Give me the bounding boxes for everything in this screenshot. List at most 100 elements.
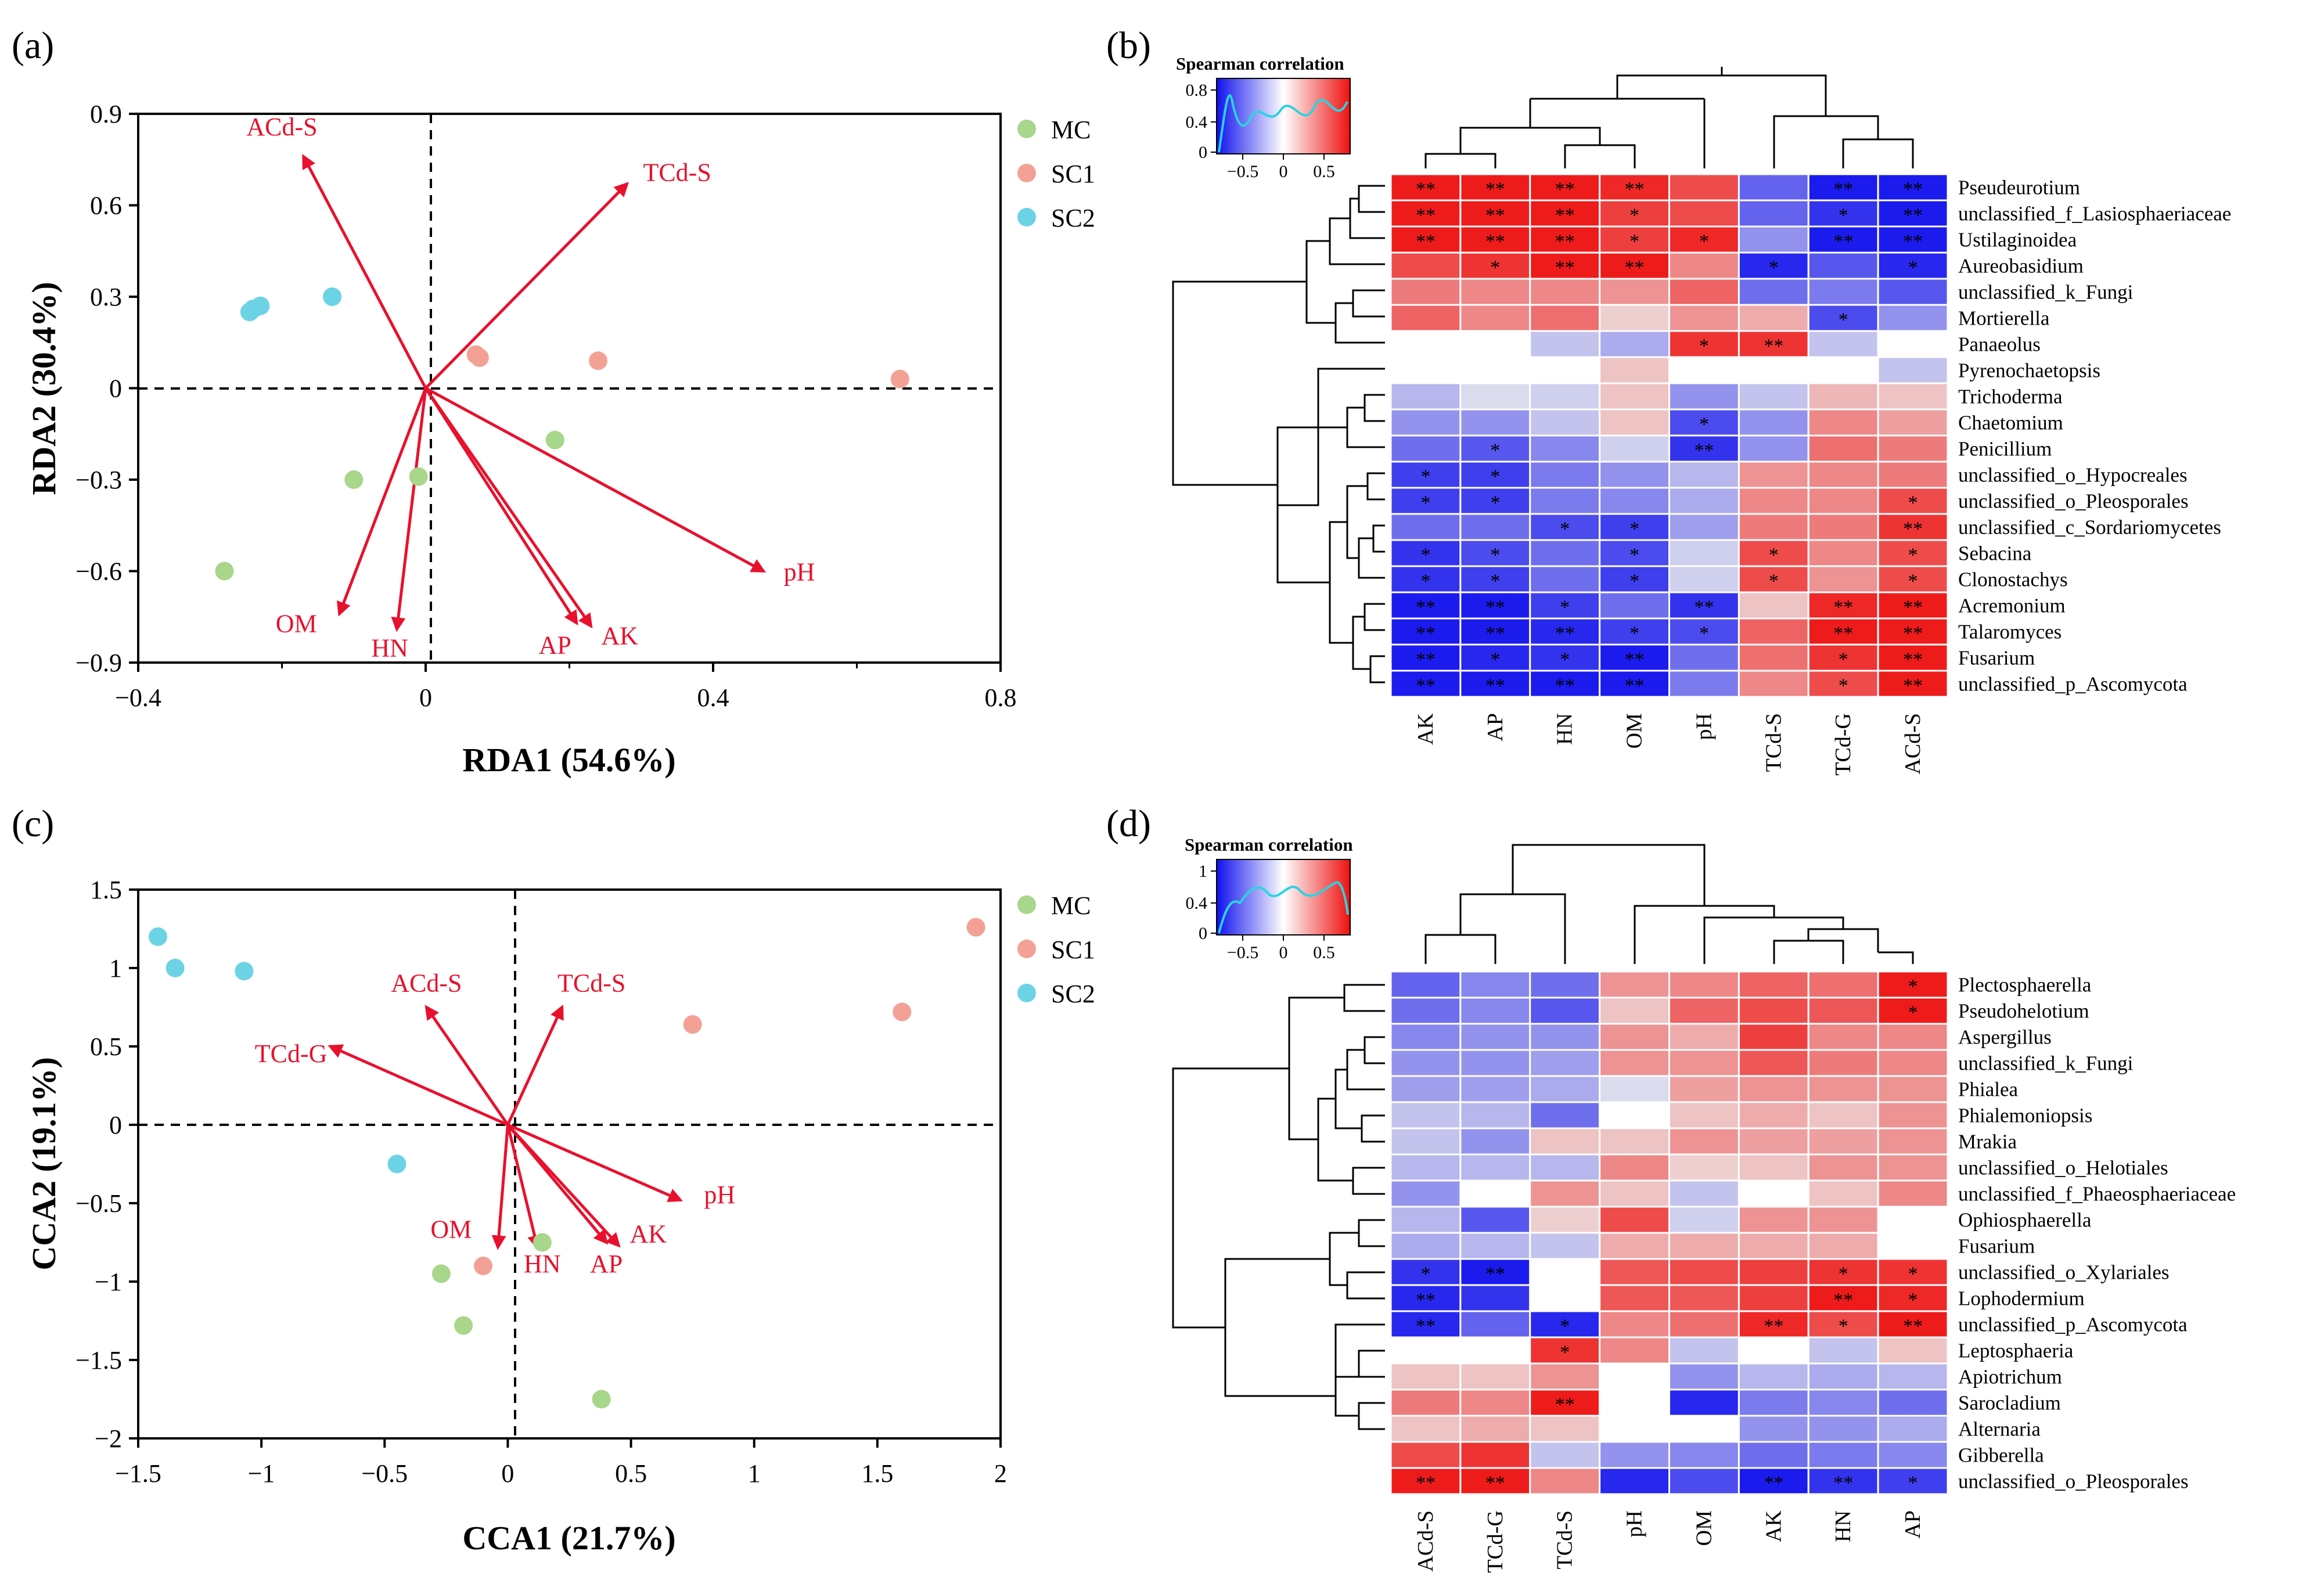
dendrogram-branch bbox=[1358, 185, 1385, 213]
row-label: unclassified_o_Hypocreales bbox=[1958, 464, 2188, 487]
dendrogram-branch bbox=[1329, 1232, 1359, 1286]
heatmap-cell bbox=[1599, 1153, 1670, 1182]
heatmap-cell bbox=[1599, 487, 1670, 515]
heatmap-cell bbox=[1877, 1362, 1949, 1391]
significance-marker: ** bbox=[1625, 675, 1645, 697]
heatmap-cell bbox=[1807, 1415, 1879, 1443]
scale-y-tick-label: 1 bbox=[1199, 862, 1207, 881]
dendrogram-branch bbox=[1773, 115, 1879, 168]
legend: MC SC1 SC2 bbox=[1017, 891, 1095, 1008]
significance-marker: ** bbox=[1416, 179, 1436, 200]
heatmap-cell bbox=[1737, 278, 1809, 306]
heatmap-cell bbox=[1737, 460, 1809, 489]
heatmap-cell bbox=[1737, 1049, 1809, 1077]
heatmap-cell bbox=[1877, 225, 1949, 254]
legend-marker-sc1 bbox=[1017, 940, 1036, 958]
heatmap-cell bbox=[1529, 1023, 1601, 1051]
heatmap-cell bbox=[1807, 1232, 1879, 1260]
row-label: unclassified_k_Fungi bbox=[1958, 1052, 2134, 1075]
row-label: Trichoderma bbox=[1958, 386, 2063, 408]
heatmap-cell bbox=[1737, 513, 1809, 541]
heatmap-cell bbox=[1668, 173, 1740, 202]
x-tick-label: −0.5 bbox=[361, 1459, 408, 1488]
y-tick-label: −0.3 bbox=[75, 466, 122, 494]
y-axis-ticks: −2 −1.5 −1 −0.5 0 0.5 1 1.5 bbox=[75, 876, 138, 1453]
heatmap-cell bbox=[1737, 1101, 1809, 1129]
heatmap-cell bbox=[1877, 617, 1949, 646]
heatmap-cell bbox=[1390, 330, 1462, 358]
significance-marker: * bbox=[1908, 1002, 1918, 1024]
column-label: OM bbox=[1692, 1510, 1716, 1546]
arrow-label-ap: AP bbox=[539, 631, 571, 659]
heatmap-cell bbox=[1390, 1127, 1462, 1156]
biplot-arrow-ap bbox=[506, 1124, 609, 1245]
dendrogram-branch bbox=[1278, 368, 1385, 506]
column-dendrogram bbox=[1424, 844, 1914, 964]
arrow-label-ap: AP bbox=[590, 1250, 623, 1278]
point-sc1 bbox=[589, 351, 607, 370]
significance-marker: ** bbox=[1555, 231, 1575, 253]
color-scale-y-ticks: 10.40 bbox=[1186, 862, 1217, 943]
dendrogram-branch bbox=[1364, 394, 1385, 422]
column-label: ACd-S bbox=[1413, 1510, 1438, 1572]
heatmap-cell bbox=[1529, 1232, 1601, 1260]
heatmap-cell bbox=[1877, 199, 1949, 228]
row-label: unclassified_o_Pleosporales bbox=[1958, 1470, 2189, 1493]
heatmap-cell bbox=[1390, 565, 1462, 593]
heatmap-cell bbox=[1737, 382, 1809, 411]
heatmap-cell bbox=[1877, 1153, 1949, 1182]
row-label: unclassified_c_Sordariomycetes bbox=[1958, 516, 2221, 539]
significance-marker: ** bbox=[1555, 257, 1575, 279]
biplot-arrow-ak bbox=[424, 387, 593, 629]
plot-frame bbox=[137, 888, 1002, 1440]
heatmap-cell bbox=[1737, 643, 1809, 672]
biplot-arrow-hn bbox=[391, 388, 427, 632]
heatmap-cell bbox=[1529, 1467, 1601, 1495]
significance-marker: ** bbox=[1833, 179, 1853, 200]
significance-marker: ** bbox=[1555, 205, 1575, 226]
arrow-label-ph: pH bbox=[704, 1181, 735, 1209]
point-sc1 bbox=[470, 348, 489, 367]
column-label: ACd-S bbox=[1901, 713, 1925, 775]
scale-y-tick-label: 0.4 bbox=[1186, 894, 1208, 913]
heatmap-cell bbox=[1737, 539, 1809, 567]
dendrogram-branch bbox=[1334, 1377, 1359, 1417]
x-tick-label: −1.5 bbox=[115, 1459, 161, 1488]
heatmap-cell bbox=[1529, 382, 1601, 411]
heatmap-cell bbox=[1668, 617, 1740, 646]
column-label: OM bbox=[1623, 713, 1647, 749]
point-mc bbox=[545, 430, 564, 449]
heatmap-cell bbox=[1877, 173, 1949, 202]
heatmap-cell bbox=[1599, 460, 1670, 489]
y-tick-label: −0.5 bbox=[75, 1189, 122, 1218]
heatmap-cell bbox=[1529, 996, 1601, 1025]
heatmap-cell bbox=[1877, 278, 1949, 306]
heatmap-cell bbox=[1459, 1258, 1531, 1286]
heatmap-cell bbox=[1599, 199, 1670, 228]
row-label: Fusarium bbox=[1958, 1235, 2035, 1258]
heatmap-cell bbox=[1599, 617, 1670, 646]
arrow-label-hn: HN bbox=[524, 1250, 561, 1278]
point-sc1 bbox=[893, 1002, 912, 1021]
heatmap-cell bbox=[1807, 1206, 1879, 1234]
heatmap-cell bbox=[1459, 513, 1531, 541]
heatmap-cell bbox=[1877, 356, 1949, 384]
column-labels: ACd-S TCd-G TCd-S pH OM AK HN AP bbox=[1413, 1510, 1925, 1573]
y-tick-label: 0 bbox=[109, 1111, 122, 1139]
heatmap-cell bbox=[1737, 434, 1809, 463]
point-mc bbox=[533, 1233, 552, 1252]
significance-marker: * bbox=[1420, 571, 1430, 592]
y-tick-label: 0.3 bbox=[90, 283, 122, 311]
biplot-arrow-acd-s bbox=[424, 1005, 509, 1126]
heatmap-cell bbox=[1807, 487, 1879, 515]
heatmap-cell bbox=[1599, 1336, 1670, 1365]
row-label: Gibberella bbox=[1958, 1444, 2044, 1467]
color-scale-bar bbox=[1216, 78, 1351, 154]
legend-label-sc1: SC1 bbox=[1051, 160, 1095, 188]
legend-label-sc1: SC1 bbox=[1051, 935, 1095, 964]
significance-marker: * bbox=[1420, 1264, 1430, 1285]
heatmap-cell bbox=[1390, 356, 1462, 384]
heatmap-cell bbox=[1807, 1101, 1879, 1129]
heatmap-cell bbox=[1529, 251, 1601, 280]
heatmap-cell bbox=[1668, 1023, 1740, 1051]
